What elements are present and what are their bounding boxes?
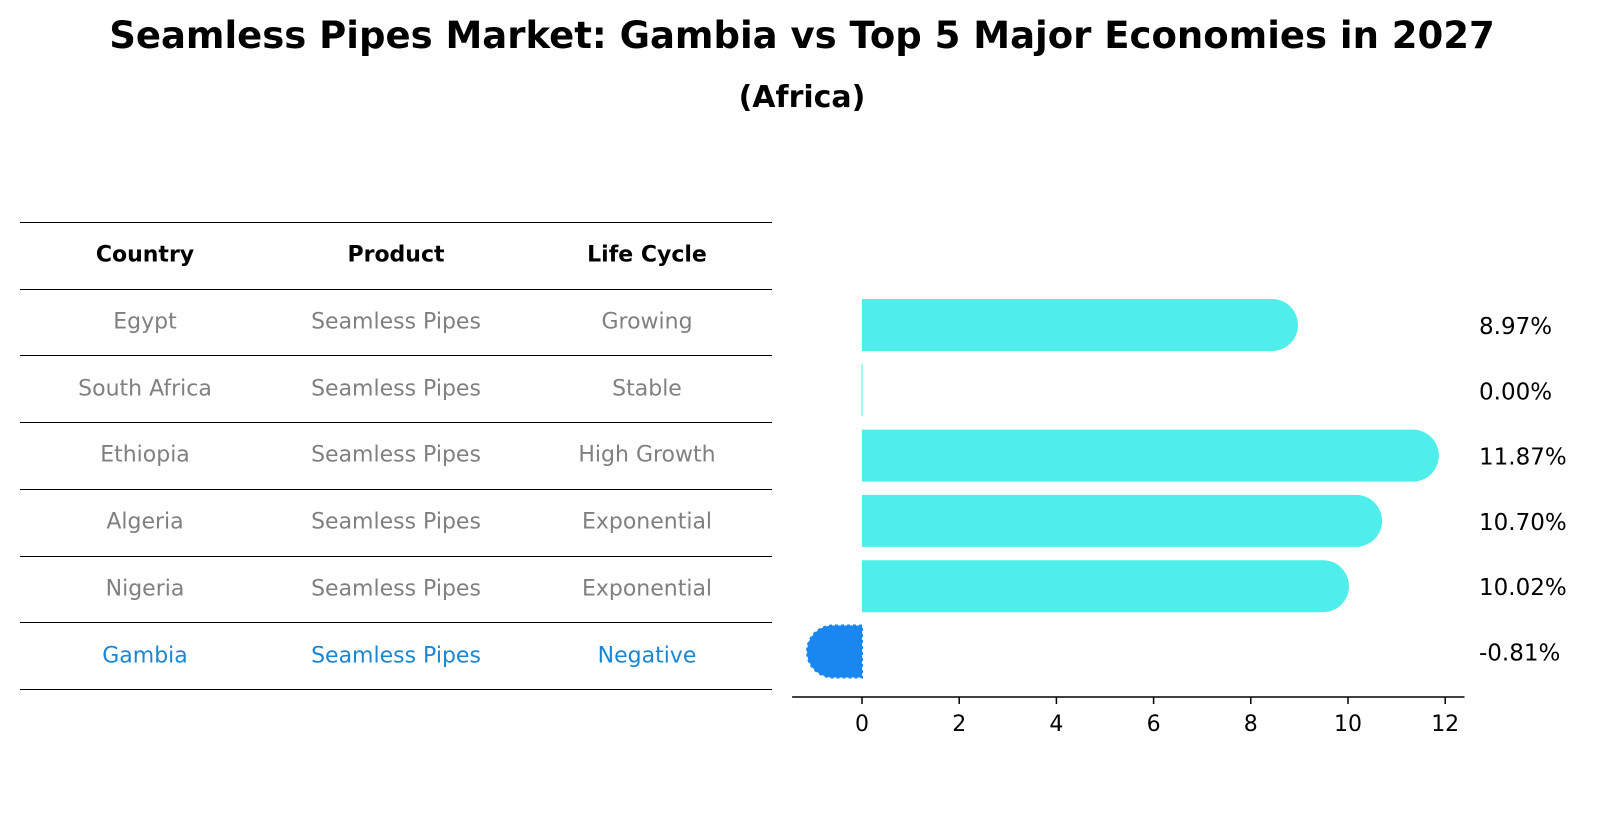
- table-cell: Stable: [612, 376, 682, 402]
- chart-title: Seamless Pipes Market: Gambia vs Top 5 M…: [109, 14, 1495, 57]
- table-cell: Seamless Pipes: [311, 309, 481, 335]
- table-header-cell: Life Cycle: [587, 242, 707, 268]
- table-cell: Algeria: [106, 509, 184, 535]
- table-rule: [20, 422, 772, 424]
- x-tick-label: 6: [1147, 712, 1161, 737]
- table-rule: [20, 355, 772, 357]
- table-cell: Seamless Pipes: [311, 509, 481, 535]
- x-tick-label: 0: [855, 712, 869, 737]
- table-rule: [20, 688, 772, 690]
- data-label: 10.02%: [1479, 575, 1567, 601]
- table-cell: Ethiopia: [100, 442, 190, 468]
- table-header-cell: Product: [347, 242, 445, 268]
- table-cell: Seamless Pipes: [311, 376, 481, 402]
- chart-subtitle: (Africa): [738, 80, 866, 115]
- table-cell: Seamless Pipes: [311, 576, 481, 602]
- table-cell: Gambia: [102, 643, 188, 669]
- data-label: -0.81%: [1479, 641, 1560, 667]
- table-cell: Negative: [597, 643, 697, 669]
- table-cell: Exponential: [581, 576, 713, 602]
- table-rule: [20, 288, 772, 290]
- table-cell: High Growth: [578, 442, 716, 468]
- table-rule: [20, 622, 772, 624]
- table-cell: Egypt: [113, 309, 177, 335]
- x-tick-label: 12: [1431, 712, 1459, 737]
- data-label: 8.97%: [1479, 314, 1552, 340]
- table-cell: Nigeria: [105, 576, 185, 602]
- table-rule: [20, 555, 772, 557]
- table-cell: Exponential: [581, 509, 713, 535]
- x-tick-label: 2: [952, 712, 966, 737]
- bar: [806, 624, 863, 679]
- data-label: 11.87%: [1479, 445, 1567, 471]
- table-header-cell: Country: [95, 242, 195, 268]
- data-label: 10.70%: [1479, 510, 1567, 536]
- x-tick-label: 10: [1334, 712, 1362, 737]
- x-tick-label: 8: [1244, 712, 1258, 737]
- table-rule: [20, 488, 772, 490]
- bar: [862, 560, 1349, 613]
- table-rule: [20, 222, 772, 223]
- table-cell: South Africa: [78, 376, 212, 402]
- table-cell: Growing: [601, 309, 693, 335]
- bar: [862, 299, 1298, 351]
- bar: [862, 494, 1383, 547]
- x-tick-label: 4: [1049, 712, 1063, 737]
- data-label: 0.00%: [1479, 379, 1552, 405]
- bar: [862, 429, 1439, 482]
- table-cell: Seamless Pipes: [311, 643, 481, 669]
- table-cell: Seamless Pipes: [311, 442, 481, 468]
